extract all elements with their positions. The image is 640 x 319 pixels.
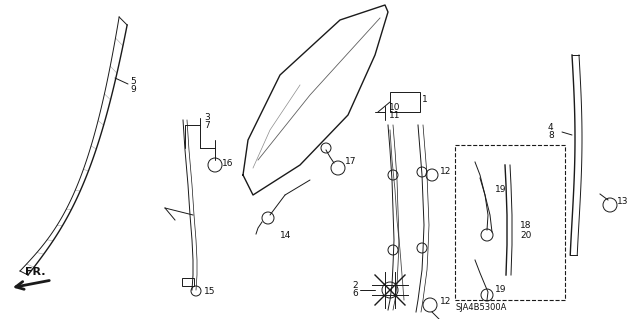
Text: 4: 4: [548, 123, 554, 132]
Text: 3: 3: [204, 114, 210, 122]
Text: SJA4B5300A: SJA4B5300A: [455, 303, 506, 313]
Bar: [390, 92, 420, 112]
Text: 17: 17: [345, 158, 356, 167]
Text: 14: 14: [280, 231, 291, 240]
Text: 16: 16: [222, 159, 234, 167]
Text: 19: 19: [495, 186, 506, 195]
Text: 12: 12: [440, 167, 451, 176]
Text: 11: 11: [389, 112, 401, 121]
Text: 8: 8: [548, 131, 554, 140]
Text: 18: 18: [520, 220, 531, 229]
Text: 20: 20: [520, 231, 531, 240]
Text: 19: 19: [495, 286, 506, 294]
Text: 13: 13: [617, 197, 628, 206]
Bar: [455, 145, 565, 300]
Text: 1: 1: [422, 95, 428, 105]
Bar: [182, 278, 194, 286]
Text: 5: 5: [130, 78, 136, 86]
Text: 2: 2: [353, 281, 358, 291]
Text: 9: 9: [130, 85, 136, 94]
Text: 15: 15: [204, 286, 216, 295]
Text: 10: 10: [389, 103, 401, 113]
Text: FR.: FR.: [25, 267, 45, 277]
Text: 12: 12: [440, 298, 451, 307]
Text: 7: 7: [204, 122, 210, 130]
Text: 6: 6: [352, 290, 358, 299]
